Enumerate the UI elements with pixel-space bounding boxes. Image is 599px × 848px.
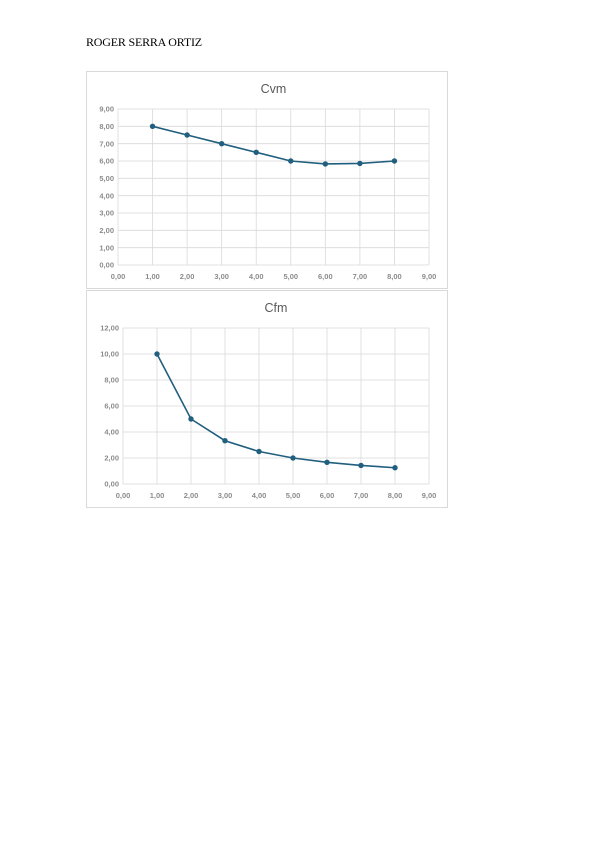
- x-tick-label: 9,00: [422, 272, 437, 281]
- author-name: ROGER SERRA ORTIZ: [86, 35, 202, 49]
- data-point: [322, 161, 329, 167]
- x-tick-label: 1,00: [145, 272, 160, 281]
- x-tick-label: 5,00: [286, 491, 301, 500]
- x-tick-label: 7,00: [353, 272, 368, 281]
- x-tick-label: 6,00: [320, 491, 335, 500]
- x-tick-label: 6,00: [318, 272, 333, 281]
- y-tick-label: 0,00: [99, 261, 114, 270]
- x-tick-label: 3,00: [218, 491, 233, 500]
- data-point: [222, 438, 228, 444]
- data-point: [392, 465, 398, 471]
- data-point: [324, 459, 330, 465]
- y-tick-label: 10,00: [100, 350, 119, 359]
- series-line: [152, 125, 395, 165]
- y-tick-label: 2,00: [99, 226, 114, 235]
- y-tick-label: 1,00: [99, 243, 114, 252]
- data-point: [256, 448, 262, 455]
- series-line: [156, 353, 396, 469]
- y-tick-label: 4,00: [104, 428, 119, 437]
- x-tick-label: 2,00: [180, 272, 195, 281]
- x-tick-label: 8,00: [387, 272, 402, 281]
- y-tick-label: 7,00: [99, 139, 114, 148]
- data-point: [358, 462, 364, 469]
- data-point: [288, 158, 294, 164]
- y-tick-label: 3,00: [99, 209, 114, 218]
- x-tick-label: 2,00: [184, 491, 199, 500]
- x-tick-label: 4,00: [252, 491, 267, 500]
- y-tick-label: 4,00: [99, 191, 114, 200]
- data-point: [357, 160, 363, 167]
- y-tick-label: 8,00: [99, 122, 114, 131]
- y-tick-label: 5,00: [99, 174, 114, 183]
- y-tick-label: 2,00: [104, 454, 119, 463]
- data-point: [218, 140, 225, 147]
- data-point: [253, 149, 259, 156]
- x-tick-label: 5,00: [283, 272, 298, 281]
- data-point: [391, 158, 398, 164]
- chart-cfm: Cfm 0,00 2,00 4,00 6,00 8,00 10,00 12,00 0,00 1,0…: [86, 290, 448, 508]
- data-point: [149, 123, 156, 130]
- y-tick-label: 8,00: [104, 376, 119, 385]
- x-tick-label: 0,00: [116, 491, 131, 500]
- data-point: [184, 132, 190, 138]
- data-point: [188, 416, 194, 422]
- chart-title: Cfm: [265, 301, 288, 315]
- y-tick-label: 6,00: [99, 157, 114, 166]
- x-tick-label: 8,00: [388, 491, 403, 500]
- chart-cvm-svg: Cvm 0,00 1,00 2,00 3,00 4,00 5,00 6,00 7,00 8,00 9…: [99, 82, 437, 281]
- y-tick-label: 12,00: [100, 324, 119, 333]
- x-tick-label: 1,00: [150, 491, 165, 500]
- data-point: [154, 351, 160, 357]
- data-point: [290, 455, 296, 461]
- x-tick-label: 9,00: [422, 491, 437, 500]
- y-tick-label: 6,00: [104, 402, 119, 411]
- y-tick-label: 9,00: [99, 105, 114, 114]
- chart-title: Cvm: [261, 82, 287, 96]
- x-tick-label: 7,00: [354, 491, 369, 500]
- chart-cfm-svg: Cfm 0,00 2,00 4,00 6,00 8,00 10,00 12,00 0,00 1,0…: [100, 301, 437, 500]
- x-tick-label: 3,00: [214, 272, 229, 281]
- x-tick-label: 0,00: [111, 272, 126, 281]
- chart-cvm: Cvm 0,00 1,00 2,00 3,00 4,00 5,00 6,00 7,00 8,00 9…: [86, 71, 448, 289]
- x-tick-label: 4,00: [249, 272, 264, 281]
- y-tick-label: 0,00: [104, 480, 119, 489]
